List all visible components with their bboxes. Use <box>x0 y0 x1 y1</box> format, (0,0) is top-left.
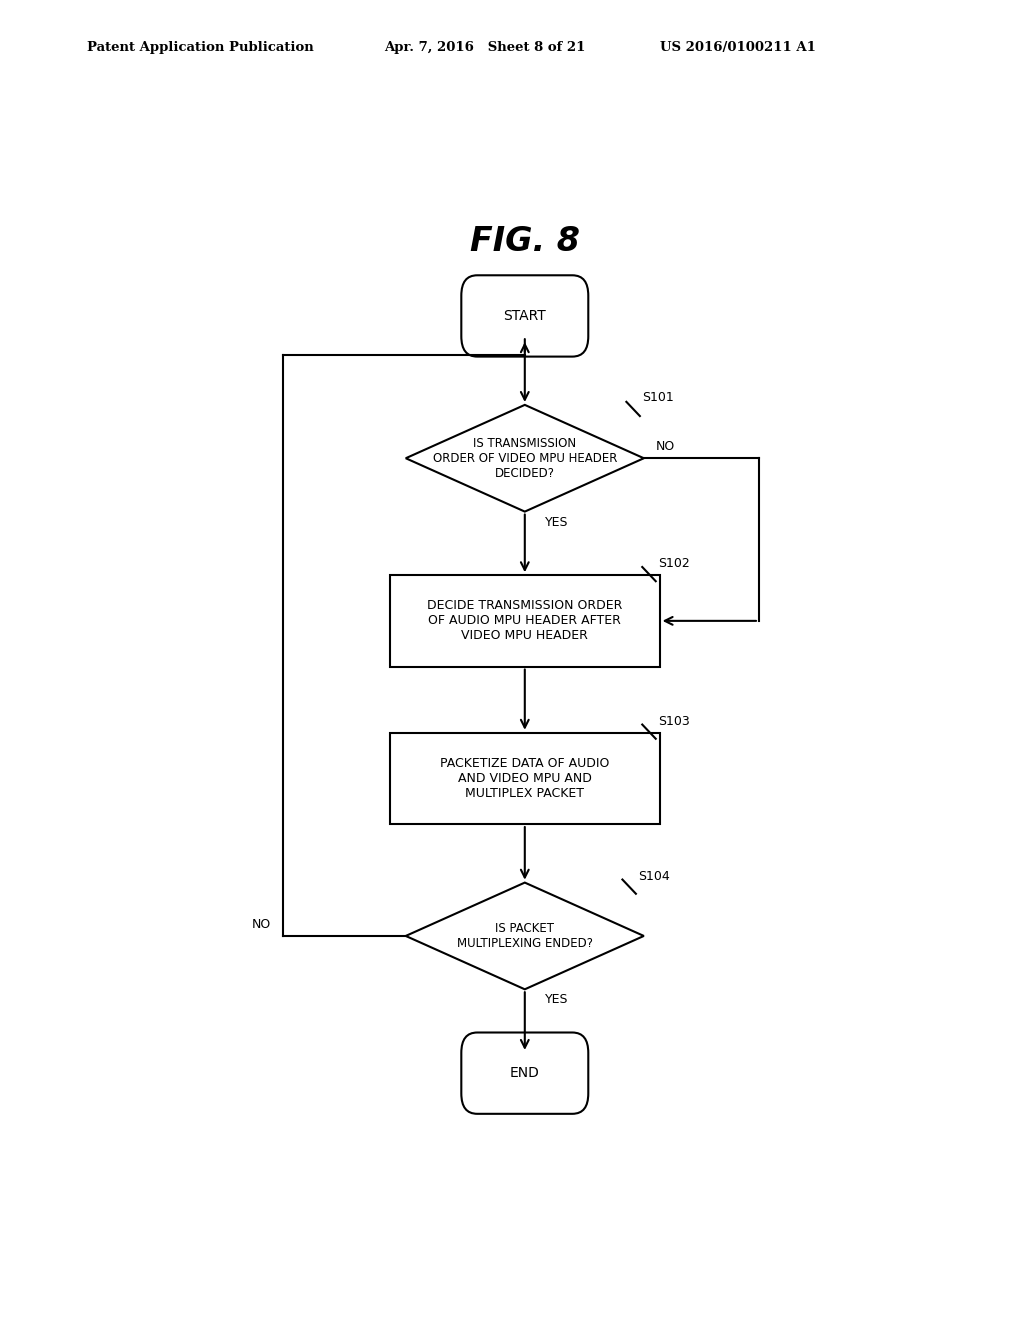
Text: Apr. 7, 2016   Sheet 8 of 21: Apr. 7, 2016 Sheet 8 of 21 <box>384 41 586 54</box>
Bar <box>390 733 659 824</box>
Text: FIG. 8: FIG. 8 <box>470 226 580 259</box>
FancyBboxPatch shape <box>461 1032 588 1114</box>
Text: IS TRANSMISSION
ORDER OF VIDEO MPU HEADER
DECIDED?: IS TRANSMISSION ORDER OF VIDEO MPU HEADE… <box>432 437 617 479</box>
Polygon shape <box>406 405 644 512</box>
Text: S103: S103 <box>658 714 690 727</box>
Text: PACKETIZE DATA OF AUDIO
AND VIDEO MPU AND
MULTIPLEX PACKET: PACKETIZE DATA OF AUDIO AND VIDEO MPU AN… <box>440 756 609 800</box>
Text: US 2016/0100211 A1: US 2016/0100211 A1 <box>660 41 816 54</box>
Text: NO: NO <box>252 917 270 931</box>
Bar <box>390 576 659 667</box>
Text: DECIDE TRANSMISSION ORDER
OF AUDIO MPU HEADER AFTER
VIDEO MPU HEADER: DECIDE TRANSMISSION ORDER OF AUDIO MPU H… <box>427 599 623 643</box>
Text: START: START <box>504 309 546 323</box>
Text: S104: S104 <box>638 870 670 883</box>
Text: S102: S102 <box>658 557 690 570</box>
Polygon shape <box>406 883 644 989</box>
Text: YES: YES <box>545 516 568 529</box>
Text: END: END <box>510 1067 540 1080</box>
Text: S101: S101 <box>642 391 674 404</box>
FancyBboxPatch shape <box>461 276 588 356</box>
Text: NO: NO <box>655 440 675 453</box>
Text: YES: YES <box>545 994 568 1006</box>
Text: Patent Application Publication: Patent Application Publication <box>87 41 313 54</box>
Text: IS PACKET
MULTIPLEXING ENDED?: IS PACKET MULTIPLEXING ENDED? <box>457 921 593 950</box>
